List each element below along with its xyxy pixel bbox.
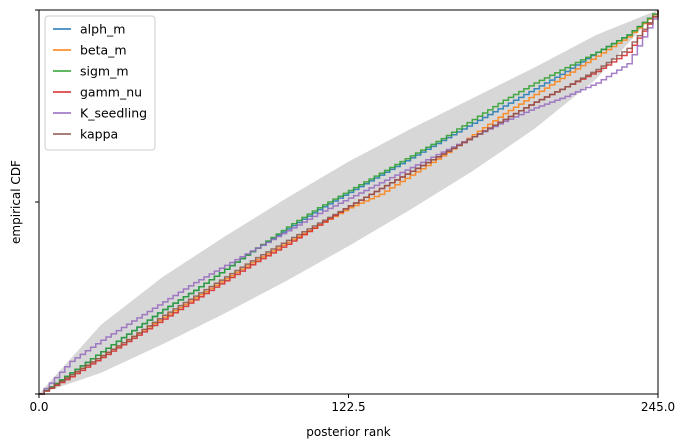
tick-layer: 0.0 122.5 245.0: [29, 9, 675, 414]
x-axis-label: posterior rank: [306, 425, 391, 439]
series-line-sigm_m: [39, 10, 659, 395]
legend-label-gamm_nu: gamm_nu: [80, 85, 142, 100]
x-tick-label: 122.5: [331, 400, 365, 414]
y-axis-label: empirical CDF: [9, 160, 23, 244]
x-tick-label: 0.0: [29, 400, 48, 414]
legend-label-kappa: kappa: [80, 127, 118, 142]
legend-label-beta_m: beta_m: [80, 43, 127, 58]
legend-box: [44, 15, 156, 151]
legend-label-K_seedling: K_seedling: [80, 106, 147, 121]
series-line-kappa: [39, 10, 659, 395]
legend-label-sigm_m: sigm_m: [80, 64, 129, 79]
x-tick-label: 245.0: [641, 400, 675, 414]
legend-label-alph_m: alph_m: [80, 22, 125, 37]
series-layer: [39, 10, 659, 395]
series-line-K_seedling: [39, 10, 659, 395]
